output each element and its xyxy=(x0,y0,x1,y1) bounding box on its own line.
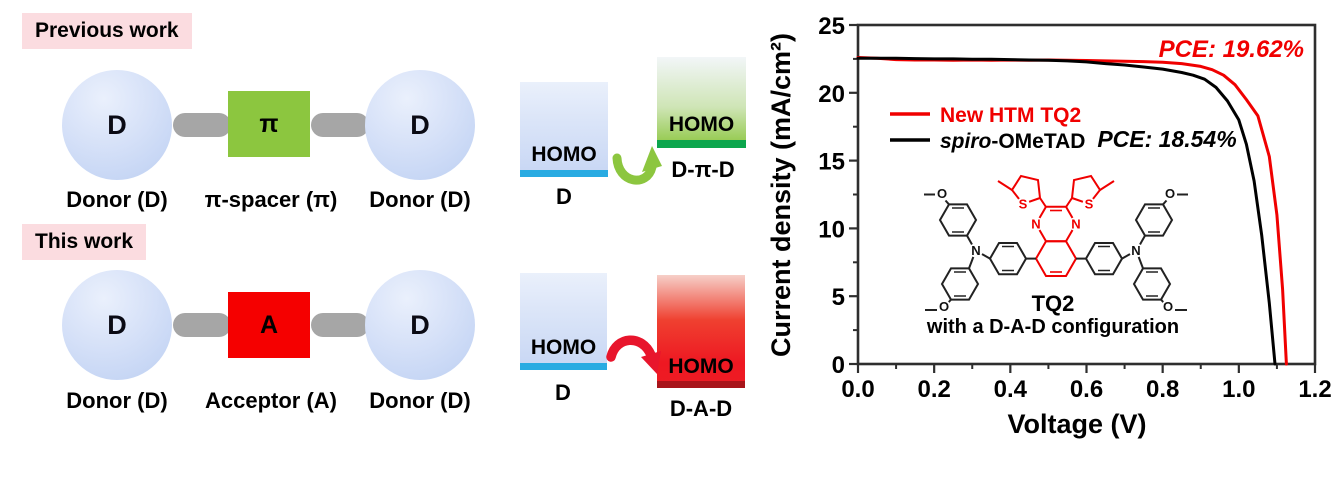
connector-bar xyxy=(173,313,231,337)
donor-symbol: D xyxy=(107,109,127,140)
pi-spacer-square: π xyxy=(228,91,310,157)
y-tick-label: 15 xyxy=(818,149,845,176)
x-tick-label: 0.4 xyxy=(994,376,1028,403)
o-atom: O xyxy=(1165,186,1175,201)
homo-label: HOMO xyxy=(668,113,735,136)
x-tick-label: 0.6 xyxy=(1070,376,1103,403)
donor-circle: D xyxy=(365,270,475,380)
homo-upshift-arrowhead xyxy=(642,146,662,172)
y-tick-label: 0 xyxy=(832,352,845,379)
homo-label: HOMO xyxy=(668,355,734,378)
donor-circle: D xyxy=(62,270,172,380)
o-atom: O xyxy=(1163,299,1173,314)
donor-caption: Donor (D) xyxy=(66,388,168,413)
pce-annotation-spiro: PCE: 18.54% xyxy=(1097,126,1236,152)
x-tick-label: 0.8 xyxy=(1146,376,1179,403)
quinoxaline-core xyxy=(997,174,1115,277)
acceptor-square: A xyxy=(228,292,310,358)
s-atom: S xyxy=(1019,197,1028,212)
acceptor-symbol: A xyxy=(259,310,279,339)
homo-level-strip xyxy=(520,170,608,177)
homo-level-strip xyxy=(520,363,607,370)
homo-bar-donor: HOMO xyxy=(520,273,607,370)
n-atom: N xyxy=(1031,217,1040,232)
homo-upshift-arrow xyxy=(612,153,657,185)
homo-bar-donor: HOMO xyxy=(520,82,608,177)
pi-symbol: π xyxy=(259,109,279,138)
previous-work-badge: Previous work xyxy=(22,13,192,49)
donor-circle: D xyxy=(62,70,172,180)
x-tick-label: 0.0 xyxy=(841,376,874,403)
homo-bar-dpd: HOMO xyxy=(657,57,746,148)
homo-downshift-arrow xyxy=(606,335,656,362)
acceptor-caption: Acceptor (A) xyxy=(204,388,338,413)
n-atom: N xyxy=(971,243,980,258)
homo-label: HOMO xyxy=(531,143,597,166)
o-atom: O xyxy=(939,299,949,314)
x-axis-title: Voltage (V) xyxy=(1007,409,1146,439)
s-atom: S xyxy=(1085,197,1094,212)
x-tick-label: 1.0 xyxy=(1222,376,1255,403)
donor-caption: Donor (D) xyxy=(369,187,471,212)
pi-spacer-caption: π-spacer (π) xyxy=(204,187,338,212)
connector-bar xyxy=(311,313,369,337)
homo-level-strip xyxy=(657,381,745,388)
y-tick-label: 20 xyxy=(818,81,845,108)
connector-bar xyxy=(311,113,369,137)
homo-level-strip xyxy=(657,140,746,148)
y-tick-label: 25 xyxy=(818,13,845,40)
n-atom: N xyxy=(1071,217,1080,232)
donor-symbol: D xyxy=(410,309,430,340)
pce-annotation-tq2: PCE: 19.62% xyxy=(1159,36,1304,63)
dpd-level-caption: D-π-D xyxy=(671,157,735,182)
donor-symbol: D xyxy=(107,309,127,340)
homo-downshift-arrowhead xyxy=(641,351,661,374)
triarylamine-donor-arms xyxy=(924,193,1188,311)
atom-labels: N N S S N N O O O O xyxy=(935,186,1177,314)
y-tick-label: 10 xyxy=(818,216,845,243)
dad-level-caption: D-A-D xyxy=(669,396,733,421)
connector-bar xyxy=(173,113,231,137)
tq2-molecule-structure: N N S S N N O O O O TQ2 with a D-A-D con… xyxy=(924,174,1188,338)
jv-curve-spiro xyxy=(856,56,1277,366)
o-atom: O xyxy=(937,186,947,201)
donor-level-caption: D xyxy=(556,184,572,209)
donor-level-caption: D xyxy=(555,380,571,405)
y-axis-title: Current density (mA/cm²) xyxy=(770,33,796,357)
legend-label-spiro: spiro-OMeTAD xyxy=(940,130,1085,153)
jv-chart: 0.0 0.2 0.4 0.6 0.8 1.0 1.2 0 5 10 15 20 25 Current … xyxy=(770,13,1332,439)
donor-caption: Donor (D) xyxy=(66,187,168,212)
homo-label: HOMO xyxy=(530,336,597,359)
x-tick-label: 1.2 xyxy=(1298,376,1331,403)
donor-symbol: D xyxy=(410,109,430,140)
energy-arrows xyxy=(606,146,662,374)
legend-label-tq2: New HTM TQ2 xyxy=(940,104,1081,127)
homo-bar-dad: HOMO xyxy=(657,275,745,388)
n-atom: N xyxy=(1131,243,1140,258)
donor-caption: Donor (D) xyxy=(369,388,471,413)
molecule-caption: with a D-A-D configuration xyxy=(926,316,1179,338)
molecule-name: TQ2 xyxy=(1032,291,1075,316)
this-work-badge: This work xyxy=(22,224,147,260)
x-tick-label: 0.2 xyxy=(917,376,950,403)
donor-circle: D xyxy=(365,70,475,180)
y-tick-label: 5 xyxy=(832,284,845,311)
plot-area: 0.0 0.2 0.4 0.6 0.8 1.0 1.2 0 5 10 15 20 25 xyxy=(818,13,1331,403)
